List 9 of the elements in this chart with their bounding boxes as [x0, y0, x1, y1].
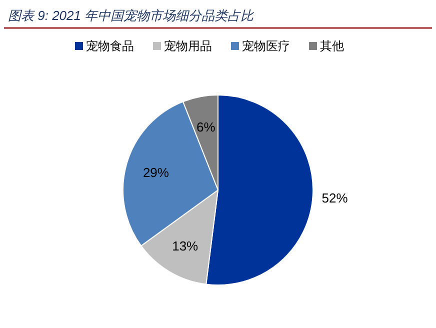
data-label: 6%: [196, 120, 216, 135]
data-label: 29%: [142, 164, 170, 180]
legend-label: 宠物食品: [86, 39, 134, 53]
data-label: 13%: [172, 238, 199, 254]
chart-title: 图表 9: 2021 年中国宠物市场细分品类占比: [8, 8, 255, 23]
legend-label: 宠物用品: [164, 39, 212, 53]
legend-label: 宠物医疗: [242, 39, 290, 53]
data-label: 52%: [322, 190, 348, 206]
legend-label: 其他: [320, 39, 344, 53]
